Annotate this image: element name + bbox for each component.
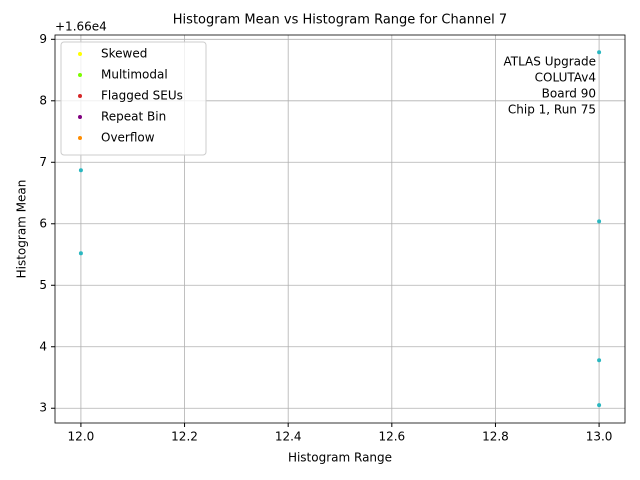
point (597, 358, 602, 363)
y-offset-label: +1.66e4 (55, 20, 107, 34)
x-tick-label: 12.0 (68, 430, 95, 444)
chart-title: Histogram Mean vs Histogram Range for Ch… (173, 13, 507, 28)
annotation: Chip 1, Run 75 (508, 103, 596, 117)
annotation: ATLAS Upgrade (503, 55, 596, 69)
legend-marker (78, 136, 82, 140)
x-tick-label: 12.4 (275, 430, 302, 444)
legend-label: Overflow (101, 131, 155, 145)
x-axis-label: Histogram Range (288, 451, 392, 465)
y-tick-label: 4 (39, 339, 47, 353)
y-tick-label: 9 (39, 32, 47, 46)
point (597, 403, 602, 408)
y-tick-label: 5 (39, 278, 47, 292)
legend-marker (78, 94, 82, 98)
y-tick-label: 3 (39, 401, 47, 415)
y-axis-label: Histogram Mean (15, 180, 29, 279)
point (78, 251, 83, 256)
x-tick-label: 12.2 (171, 430, 198, 444)
y-tick-label: 7 (39, 155, 47, 169)
legend-marker (78, 115, 82, 119)
x-tick-label: 12.8 (482, 430, 509, 444)
plot-frame (54, 34, 626, 424)
legend-marker (78, 73, 82, 77)
x-tick-label: 12.6 (378, 430, 405, 444)
legend-label: Flagged SEUs (101, 89, 183, 103)
annotation: COLUTAv4 (535, 71, 596, 85)
annotation: Board 90 (542, 87, 596, 101)
legend-label: Multimodal (101, 68, 168, 82)
x-tick-label: 13.0 (586, 430, 613, 444)
y-tick-label: 6 (39, 216, 47, 230)
point (78, 168, 83, 173)
legend-marker (78, 52, 82, 56)
legend-label: Repeat Bin (101, 110, 166, 124)
point (597, 219, 602, 224)
point (597, 50, 602, 55)
legend-box (60, 41, 207, 156)
legend-label: Skewed (101, 47, 147, 61)
y-tick-label: 8 (39, 93, 47, 107)
